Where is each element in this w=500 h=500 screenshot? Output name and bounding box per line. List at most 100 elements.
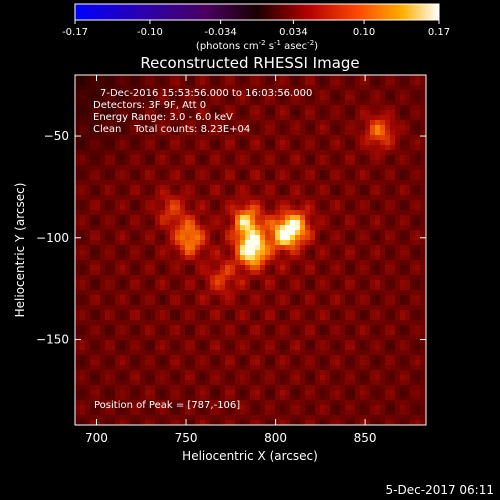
heatmap-cell [190,220,196,226]
heatmap-cell [310,410,316,416]
heatmap-cell [245,145,251,151]
heatmap-cell [355,345,361,351]
heatmap-cell [265,240,271,246]
heatmap-cell [340,175,346,181]
heatmap-cell [90,110,96,116]
heatmap-cell [305,330,311,336]
heatmap-cell [385,280,391,286]
heatmap-cell [225,170,231,176]
heatmap-cell [125,270,131,276]
heatmap-cell [220,330,226,336]
heatmap-cell [120,365,126,371]
heatmap-cell [165,230,171,236]
heatmap-cell [175,315,181,321]
heatmap-cell [110,335,116,341]
heatmap-cell [315,375,321,381]
heatmap-cell [235,190,241,196]
heatmap-cell [250,135,256,141]
heatmap-cell [300,295,306,301]
heatmap-cell [175,235,181,241]
heatmap-cell [170,130,176,136]
heatmap-cell [115,160,121,166]
heatmap-cell [185,145,191,151]
heatmap-cell [275,380,281,386]
heatmap-cell [410,395,416,401]
heatmap-cell [315,225,321,231]
heatmap-cell [100,95,106,101]
heatmap-cell [390,405,396,411]
heatmap-cell [75,420,81,425]
heatmap-cell [75,215,81,221]
heatmap-cell [105,155,111,161]
heatmap-cell [170,365,176,371]
heatmap-cell [385,175,391,181]
heatmap-cell [210,250,216,256]
heatmap-cell [190,105,196,111]
heatmap-cell [385,130,391,136]
heatmap-cell [300,105,306,111]
heatmap-cell [190,330,196,336]
heatmap-cell [385,225,391,231]
heatmap-cell [400,305,406,311]
heatmap-cell [155,170,161,176]
heatmap-cell [345,125,351,131]
heatmap-cell [170,225,176,231]
heatmap-cell [145,245,151,251]
heatmap-cell [250,125,256,131]
heatmap-cell [225,360,231,366]
heatmap-cell [210,375,216,381]
heatmap-cell [405,410,411,416]
heatmap-cell [95,410,101,416]
heatmap-cell [215,185,221,191]
heatmap-cell [420,255,426,261]
heatmap-cell [165,165,171,171]
heatmap-cell [140,95,146,101]
heatmap-cell [390,145,396,151]
heatmap-cell [305,185,311,191]
heatmap-cell [325,410,331,416]
heatmap-cell [280,240,286,246]
heatmap-cell [245,240,251,246]
heatmap-cell [290,280,296,286]
heatmap-cell [320,175,326,181]
heatmap-cell [135,255,141,261]
heatmap-cell [210,155,216,161]
heatmap-cell [280,320,286,326]
heatmap-cell [180,325,186,331]
heatmap-cell [90,280,96,286]
heatmap-cell [225,310,231,316]
heatmap-cell [380,330,386,336]
heatmap-cell [270,370,276,376]
heatmap-cell [85,255,91,261]
heatmap-cell [175,265,181,271]
heatmap-cell [415,80,421,86]
heatmap-cell [215,270,221,276]
heatmap-cell [350,260,356,266]
heatmap-cell [170,245,176,251]
heatmap-cell [285,280,291,286]
heatmap-cell [265,90,271,96]
heatmap-cell [125,75,131,81]
heatmap-cell [165,360,171,366]
heatmap-cell [340,355,346,361]
heatmap-cell [260,375,266,381]
heatmap-cell [80,390,86,396]
heatmap-cell [260,125,266,131]
heatmap-cell [410,270,416,276]
heatmap-cell [380,180,386,186]
heatmap-cell [100,225,106,231]
heatmap-cell [360,80,366,86]
heatmap-cell [115,95,121,101]
heatmap-cell [255,240,261,246]
heatmap-cell [160,310,166,316]
heatmap-cell [355,165,361,171]
heatmap-cell [320,325,326,331]
heatmap-cell [325,295,331,301]
heatmap-cell [135,185,141,191]
heatmap-cell [180,260,186,266]
heatmap-cell [295,390,301,396]
heatmap-cell [150,105,156,111]
heatmap-cell [420,175,426,181]
heatmap-cell [350,235,356,241]
heatmap-cell [420,115,426,121]
